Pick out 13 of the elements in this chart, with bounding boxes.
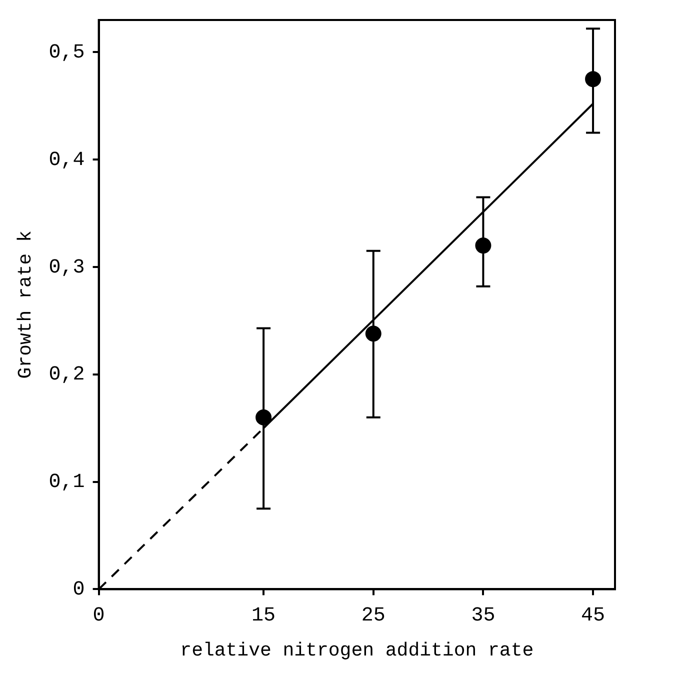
x-tick-label: 25: [361, 604, 386, 628]
y-tick-label: 0,4: [48, 148, 85, 172]
x-tick-label: 15: [252, 604, 276, 628]
x-tick-label: 45: [581, 604, 606, 628]
y-tick-label: 0,1: [48, 471, 85, 494]
y-tick-label: 0: [72, 578, 85, 602]
y-axis-title: Growth rate k: [14, 230, 36, 379]
x-axis-title: relative nitrogen addition rate: [180, 640, 534, 662]
y-tick-label: 0,2: [48, 364, 85, 387]
x-tick-label: 0: [92, 604, 105, 628]
y-tick-label: 0,3: [48, 256, 85, 280]
x-tick-label: 35: [471, 604, 496, 628]
y-tick-label: 0,5: [48, 42, 85, 65]
